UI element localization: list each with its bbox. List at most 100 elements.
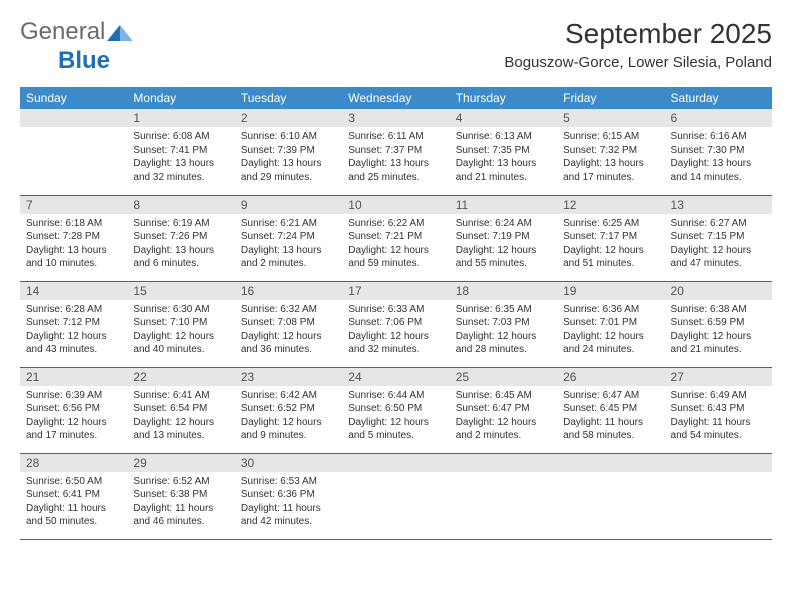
sunrise-text: Sunrise: 6:11 AM xyxy=(348,130,443,144)
day-number: 28 xyxy=(20,454,127,472)
calendar-week-row: 28Sunrise: 6:50 AMSunset: 6:41 PMDayligh… xyxy=(20,453,772,539)
sunrise-text: Sunrise: 6:41 AM xyxy=(133,389,228,403)
sunset-text: Sunset: 6:36 PM xyxy=(241,488,336,502)
daylight-line2: and 13 minutes. xyxy=(133,429,228,443)
calendar-day-cell: 1 Sunrise: 6:08 AMSunset: 7:41 PMDaylight… xyxy=(127,109,234,195)
day-details: Sunrise: 6:53 AMSunset: 6:36 PMDaylight:… xyxy=(235,472,342,533)
location: Boguszow-Gorce, Lower Silesia, Poland xyxy=(504,54,772,71)
calendar-day-cell: 16Sunrise: 6:32 AMSunset: 7:08 PMDayligh… xyxy=(235,281,342,367)
daylight-line2: and 55 minutes. xyxy=(456,257,551,271)
day-details: Sunrise: 6:45 AMSunset: 6:47 PMDaylight:… xyxy=(450,386,557,447)
sunset-text: Sunset: 7:28 PM xyxy=(26,230,121,244)
day-number: 10 xyxy=(342,196,449,214)
weekday-header: Monday xyxy=(127,87,234,109)
daylight-line1: Daylight: 12 hours xyxy=(133,330,228,344)
day-number: 24 xyxy=(342,368,449,386)
sunset-text: Sunset: 7:21 PM xyxy=(348,230,443,244)
brand-part2: Blue xyxy=(58,47,110,74)
sunrise-text: Sunrise: 6:18 AM xyxy=(26,217,121,231)
daylight-line1: Daylight: 11 hours xyxy=(671,416,766,430)
sunset-text: Sunset: 6:45 PM xyxy=(563,402,658,416)
daylight-line1: Daylight: 12 hours xyxy=(348,330,443,344)
calendar-day-cell: 13Sunrise: 6:27 AMSunset: 7:15 PMDayligh… xyxy=(665,195,772,281)
sunrise-text: Sunrise: 6:52 AM xyxy=(133,475,228,489)
calendar-day-cell: 25Sunrise: 6:45 AMSunset: 6:47 PMDayligh… xyxy=(450,367,557,453)
daylight-line1: Daylight: 13 hours xyxy=(241,244,336,258)
calendar-day-cell: 22Sunrise: 6:41 AMSunset: 6:54 PMDayligh… xyxy=(127,367,234,453)
weekday-header: Sunday xyxy=(20,87,127,109)
day-details: Sunrise: 6:47 AMSunset: 6:45 PMDaylight:… xyxy=(557,386,664,447)
day-details: Sunrise: 6:38 AMSunset: 6:59 PMDaylight:… xyxy=(665,300,772,361)
calendar-day-cell: 27Sunrise: 6:49 AMSunset: 6:43 PMDayligh… xyxy=(665,367,772,453)
sunset-text: Sunset: 7:35 PM xyxy=(456,144,551,158)
day-number: 12 xyxy=(557,196,664,214)
sunrise-text: Sunrise: 6:16 AM xyxy=(671,130,766,144)
sunrise-text: Sunrise: 6:08 AM xyxy=(133,130,228,144)
daylight-line2: and 46 minutes. xyxy=(133,515,228,529)
weekday-header: Tuesday xyxy=(235,87,342,109)
daylight-line2: and 10 minutes. xyxy=(26,257,121,271)
daylight-line2: and 47 minutes. xyxy=(671,257,766,271)
sunset-text: Sunset: 7:08 PM xyxy=(241,316,336,330)
sunset-text: Sunset: 6:52 PM xyxy=(241,402,336,416)
day-number: 17 xyxy=(342,282,449,300)
sunrise-text: Sunrise: 6:47 AM xyxy=(563,389,658,403)
daylight-line1: Daylight: 12 hours xyxy=(26,416,121,430)
day-number: 25 xyxy=(450,368,557,386)
calendar-day-cell: 2Sunrise: 6:10 AMSunset: 7:39 PMDaylight… xyxy=(235,109,342,195)
day-number: 30 xyxy=(235,454,342,472)
sunset-text: Sunset: 7:32 PM xyxy=(563,144,658,158)
daylight-line1: Daylight: 12 hours xyxy=(241,330,336,344)
day-number: 19 xyxy=(557,282,664,300)
calendar-day-cell: 7Sunrise: 6:18 AMSunset: 7:28 PMDaylight… xyxy=(20,195,127,281)
sunset-text: Sunset: 6:50 PM xyxy=(348,402,443,416)
day-details: Sunrise: 6:50 AMSunset: 6:41 PMDaylight:… xyxy=(20,472,127,533)
daylight-line2: and 17 minutes. xyxy=(563,171,658,185)
calendar-day-cell: 5Sunrise: 6:15 AMSunset: 7:32 PMDaylight… xyxy=(557,109,664,195)
day-details: Sunrise: 6:21 AMSunset: 7:24 PMDaylight:… xyxy=(235,214,342,275)
daylight-line1: Daylight: 13 hours xyxy=(563,157,658,171)
sunset-text: Sunset: 6:56 PM xyxy=(26,402,121,416)
day-details: Sunrise: 6:15 AMSunset: 7:32 PMDaylight:… xyxy=(557,127,664,188)
daylight-line2: and 25 minutes. xyxy=(348,171,443,185)
day-number-bar xyxy=(665,454,772,472)
sunrise-text: Sunrise: 6:36 AM xyxy=(563,303,658,317)
weekday-header: Wednesday xyxy=(342,87,449,109)
sunrise-text: Sunrise: 6:53 AM xyxy=(241,475,336,489)
daylight-line1: Daylight: 12 hours xyxy=(348,244,443,258)
day-details: Sunrise: 6:49 AMSunset: 6:43 PMDaylight:… xyxy=(665,386,772,447)
day-number: 20 xyxy=(665,282,772,300)
sunrise-text: Sunrise: 6:24 AM xyxy=(456,217,551,231)
daylight-line1: Daylight: 13 hours xyxy=(348,157,443,171)
sunrise-text: Sunrise: 6:15 AM xyxy=(563,130,658,144)
day-number: 26 xyxy=(557,368,664,386)
day-number: 1 xyxy=(127,109,234,127)
daylight-line2: and 2 minutes. xyxy=(456,429,551,443)
day-details: Sunrise: 6:39 AMSunset: 6:56 PMDaylight:… xyxy=(20,386,127,447)
sunset-text: Sunset: 7:41 PM xyxy=(133,144,228,158)
day-details: Sunrise: 6:25 AMSunset: 7:17 PMDaylight:… xyxy=(557,214,664,275)
day-number-bar xyxy=(342,454,449,472)
daylight-line2: and 24 minutes. xyxy=(563,343,658,357)
daylight-line2: and 51 minutes. xyxy=(563,257,658,271)
day-details: Sunrise: 6:19 AMSunset: 7:26 PMDaylight:… xyxy=(127,214,234,275)
calendar-day-cell: 15Sunrise: 6:30 AMSunset: 7:10 PMDayligh… xyxy=(127,281,234,367)
daylight-line1: Daylight: 12 hours xyxy=(241,416,336,430)
calendar-day-cell: 3Sunrise: 6:11 AMSunset: 7:37 PMDaylight… xyxy=(342,109,449,195)
calendar-day-cell: 26Sunrise: 6:47 AMSunset: 6:45 PMDayligh… xyxy=(557,367,664,453)
day-details: Sunrise: 6:41 AMSunset: 6:54 PMDaylight:… xyxy=(127,386,234,447)
daylight-line1: Daylight: 13 hours xyxy=(133,157,228,171)
daylight-line1: Daylight: 12 hours xyxy=(456,330,551,344)
sunset-text: Sunset: 7:06 PM xyxy=(348,316,443,330)
calendar-day-cell: 19Sunrise: 6:36 AMSunset: 7:01 PMDayligh… xyxy=(557,281,664,367)
daylight-line1: Daylight: 12 hours xyxy=(456,244,551,258)
daylight-line2: and 40 minutes. xyxy=(133,343,228,357)
daylight-line1: Daylight: 12 hours xyxy=(563,330,658,344)
day-details: Sunrise: 6:24 AMSunset: 7:19 PMDaylight:… xyxy=(450,214,557,275)
calendar-day-cell: 29Sunrise: 6:52 AMSunset: 6:38 PMDayligh… xyxy=(127,453,234,539)
daylight-line2: and 59 minutes. xyxy=(348,257,443,271)
daylight-line2: and 9 minutes. xyxy=(241,429,336,443)
sunrise-text: Sunrise: 6:39 AM xyxy=(26,389,121,403)
calendar-day-cell: 17Sunrise: 6:33 AMSunset: 7:06 PMDayligh… xyxy=(342,281,449,367)
day-details: Sunrise: 6:27 AMSunset: 7:15 PMDaylight:… xyxy=(665,214,772,275)
